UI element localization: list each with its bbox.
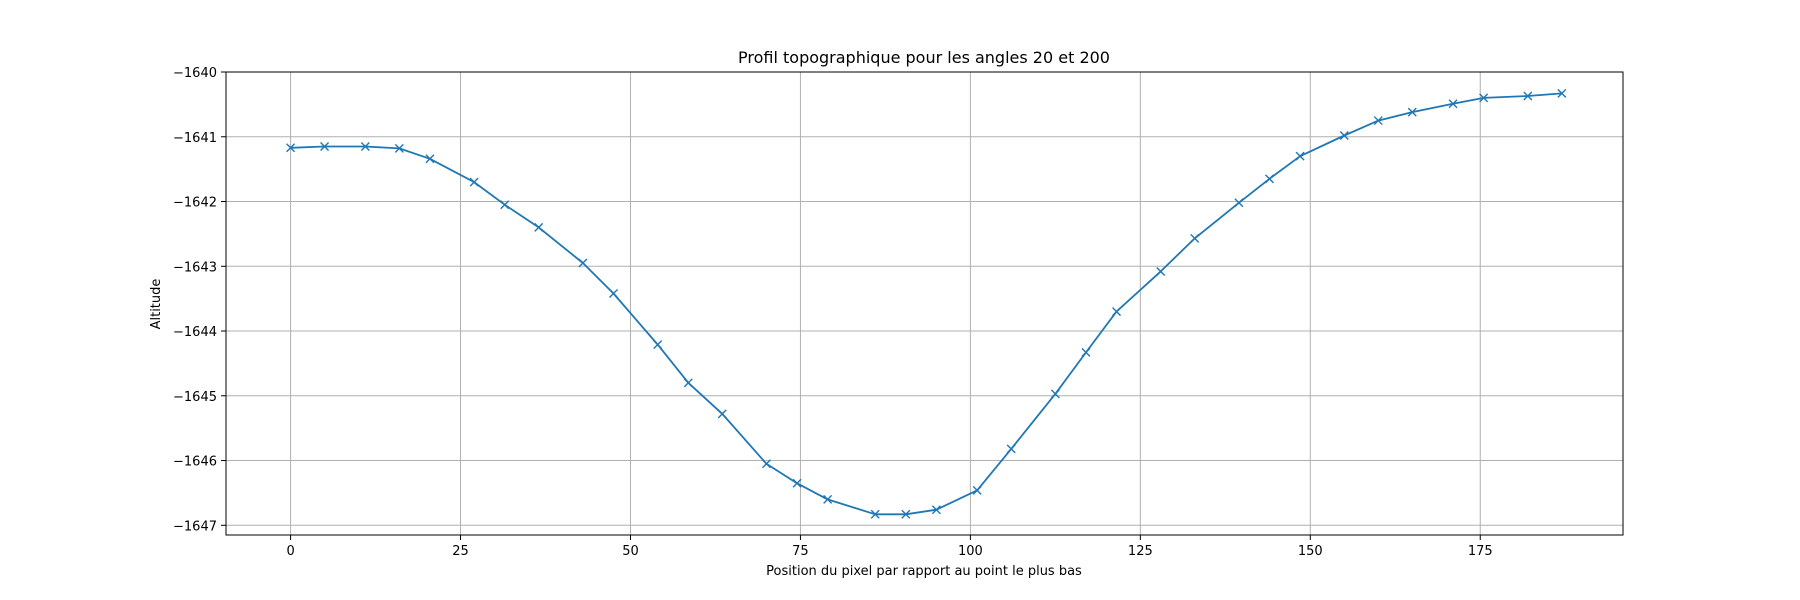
x-tick-label: 25 [452,544,469,559]
y-tick-label: −1647 [173,519,217,534]
y-tick-label: −1645 [173,390,217,405]
data-point [1479,93,1489,103]
data-point [360,141,370,151]
data-point [394,143,404,153]
data-point [717,409,727,419]
data-point [1407,107,1417,117]
data-point [534,222,544,232]
x-tick-label: 100 [958,544,983,559]
x-tick-label: 50 [622,544,639,559]
data-point [1339,130,1349,140]
x-tick-label: 125 [1128,544,1153,559]
y-axis: −1640 −1641 −1642 −1643 −1644 −1645 −1646 −1647 [173,66,226,534]
data-point [683,378,693,388]
data-point [792,478,802,488]
x-tick-label: 175 [1468,544,1493,559]
x-tick-label: 75 [792,544,809,559]
data-point [1081,347,1091,357]
data-point [286,143,296,153]
y-tick-label: −1644 [173,325,217,340]
y-tick-label: −1643 [173,260,217,275]
data-point [1050,389,1060,399]
x-axis-label: Position du pixel par rapport au point l… [766,564,1082,579]
data-point [823,494,833,504]
x-axis: 0 25 50 75 100 125 150 175 [286,535,1493,559]
data-point [608,288,618,298]
data-point [761,459,771,469]
data-point [578,258,588,268]
series-line [290,92,1562,516]
y-axis-label: Altitude [149,279,164,330]
data-point [469,177,479,187]
x-tick-label: 0 [286,544,294,559]
data-point [320,141,330,151]
data-point [1295,151,1305,161]
data-point [1190,233,1200,243]
data-point [1557,88,1567,98]
data-point [1156,266,1166,276]
y-tick-label: −1646 [173,455,217,470]
y-tick-label: −1640 [173,66,217,81]
y-tick-label: −1641 [173,131,217,146]
data-point [1006,444,1016,454]
data-point [870,509,880,519]
y-tick-label: −1642 [173,196,217,211]
data-point [500,200,510,210]
data-point [1265,174,1274,184]
data-point [1373,116,1383,126]
data-point [901,509,911,519]
chart-title: Profil topographique pour les angles 20 … [738,48,1110,67]
data-point [653,340,663,350]
data-point [1234,198,1244,208]
data-point [1448,99,1458,109]
data-point [972,485,982,495]
grid [226,71,1623,535]
data-point [931,505,941,515]
data-point [425,154,435,164]
plot-frame [225,71,1624,536]
data-point [1523,91,1533,101]
series-layer [286,88,1567,519]
data-point [1112,307,1122,317]
x-tick-label: 150 [1298,544,1323,559]
